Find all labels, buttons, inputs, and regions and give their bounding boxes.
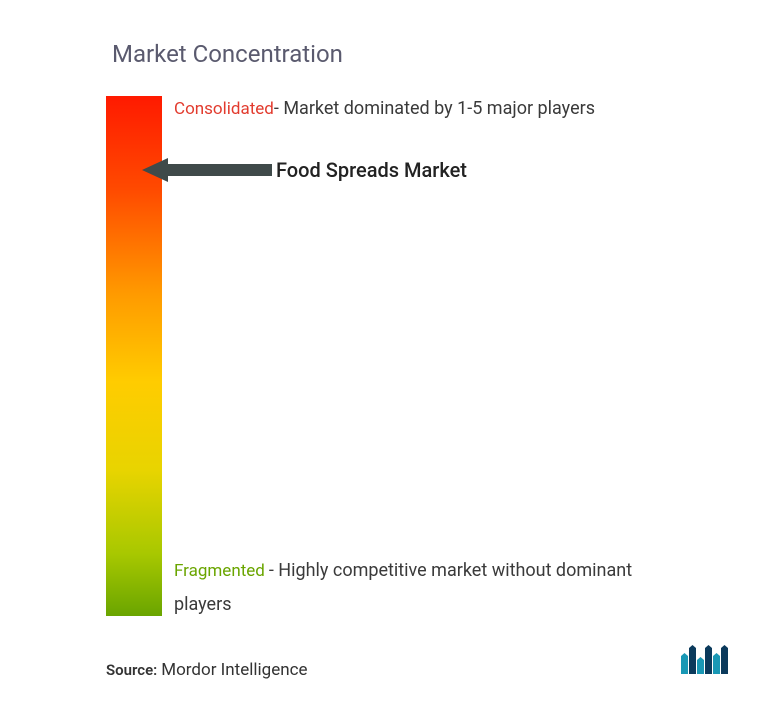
- fragmented-term: Fragmented: [174, 561, 265, 581]
- infographic-container: Market Concentration Consolidated - Mark…: [0, 0, 759, 720]
- consolidated-term: Consolidated: [174, 99, 274, 119]
- consolidated-label-row: Consolidated - Market dominated by 1-5 m…: [174, 98, 595, 119]
- consolidated-desc: - Market dominated by 1-5 major players: [274, 98, 595, 119]
- page-title: Market Concentration: [112, 40, 729, 68]
- arrow-left-icon: [142, 154, 272, 186]
- fragmented-label-row: Fragmented - Highly competitive market w…: [174, 554, 694, 622]
- marker-label: Food Spreads Market: [276, 158, 467, 182]
- marker-row: Food Spreads Market: [142, 154, 467, 186]
- source-value: Mordor Intelligence: [161, 660, 307, 680]
- source-row: Source: Mordor Intelligence: [106, 660, 308, 680]
- source-label: Source:: [106, 661, 157, 679]
- chart-area: Consolidated - Market dominated by 1-5 m…: [106, 96, 729, 616]
- brand-logo-icon: [681, 644, 729, 674]
